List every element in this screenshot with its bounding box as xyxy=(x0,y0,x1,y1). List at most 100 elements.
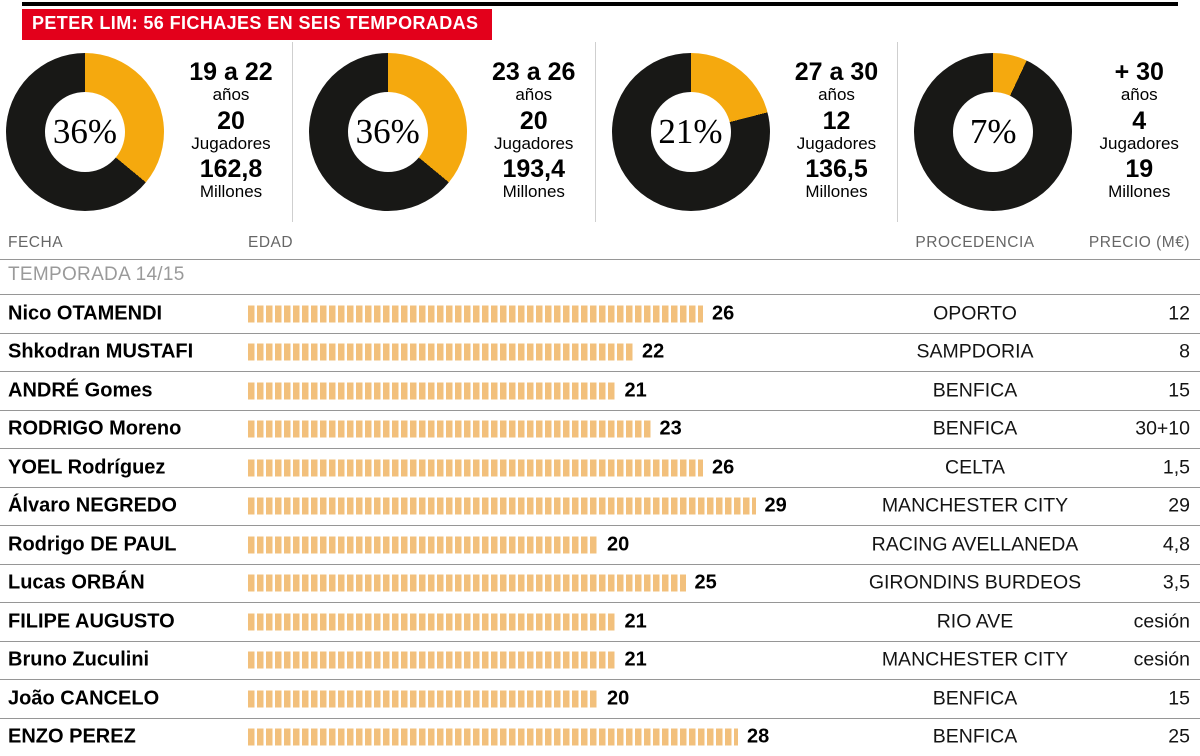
spend-unit: Millones xyxy=(199,182,263,202)
price: 8 xyxy=(1179,340,1190,363)
donut-chart: 36% xyxy=(6,53,164,211)
player-name: Shkodran MUSTAFI xyxy=(8,340,194,363)
age-range-unit: años xyxy=(1120,85,1158,105)
table-header: FECHA EDAD PROCEDENCIA PRECIO (M€) xyxy=(0,234,1200,258)
club: BENFICA xyxy=(932,379,1018,402)
donut-percent: 36% xyxy=(355,112,420,151)
club: BENFICA xyxy=(932,725,1018,748)
age-range: 23 a 26 xyxy=(492,58,576,87)
donut-group: 21% 27 a 30 años 12 Jugadores 136,5 Mill… xyxy=(594,42,898,222)
price: cesión xyxy=(1133,648,1190,671)
age-value: 28 xyxy=(747,725,770,748)
donut-chart: 21% xyxy=(611,53,770,211)
season-label: TEMPORADA 14/15 xyxy=(8,264,185,285)
spend-unit: Millones xyxy=(502,182,565,202)
donut-percent: 7% xyxy=(969,112,1017,151)
age-value: 25 xyxy=(694,571,717,594)
age-range-unit: años xyxy=(818,85,855,105)
player-name: João CANCELO xyxy=(8,687,160,710)
column-header-procedencia: PROCEDENCIA xyxy=(915,234,1035,251)
player-count-unit: Jugadores xyxy=(191,133,271,153)
donut-info: 23 a 26 años 20 Jugadores 193,4 Millones xyxy=(482,59,586,204)
table-row: Bruno Zuculini 21 MANCHESTER CITY cesión xyxy=(0,642,1200,680)
club: BENFICA xyxy=(932,417,1018,440)
donut-percent: 21% xyxy=(658,112,723,151)
price: 15 xyxy=(1168,687,1190,710)
age-bar xyxy=(248,343,633,361)
age-bar xyxy=(248,420,651,438)
price: 3,5 xyxy=(1162,571,1190,594)
spend-amount: 193,4 xyxy=(502,155,566,184)
player-name: Lucas ORBÁN xyxy=(8,571,145,594)
club: GIRONDINS BURDEOS xyxy=(868,571,1082,594)
table-row: ANDRÉ Gomes 21 BENFICA 15 xyxy=(0,372,1200,411)
age-range: 19 a 22 xyxy=(189,58,273,87)
donut-percent: 36% xyxy=(52,112,118,151)
table-row: ENZO PEREZ 28 BENFICA 25 xyxy=(0,719,1200,756)
age-bar xyxy=(248,728,738,746)
table-row: Rodrigo DE PAUL 20 RACING AVELLANEDA 4,8 xyxy=(0,526,1200,565)
player-name: YOEL Rodríguez xyxy=(8,456,166,479)
club: SAMPDORIA xyxy=(916,340,1034,363)
age-bar xyxy=(248,305,703,323)
column-header-fecha: FECHA xyxy=(8,234,64,251)
spend-amount: 136,5 xyxy=(805,155,868,184)
age-value: 22 xyxy=(642,340,665,363)
spend-amount: 162,8 xyxy=(199,155,263,184)
donut-info: 27 a 30 años 12 Jugadores 136,5 Millones xyxy=(785,59,889,204)
column-header-precio: PRECIO (M€) xyxy=(1088,234,1190,251)
donut-info: + 30 años 4 Jugadores 19 Millones xyxy=(1087,59,1191,204)
age-value: 26 xyxy=(712,456,735,479)
table-row: YOEL Rodríguez 26 CELTA 1,5 xyxy=(0,449,1200,488)
price: 25 xyxy=(1168,725,1190,748)
price: 4,8 xyxy=(1162,533,1190,556)
top-rule xyxy=(22,2,1178,6)
player-name: ENZO PEREZ xyxy=(8,725,136,748)
price: 1,5 xyxy=(1162,456,1190,479)
age-range: + 30 xyxy=(1114,58,1164,87)
age-value: 21 xyxy=(624,648,647,671)
age-bar xyxy=(248,497,756,515)
table-row: Lucas ORBÁN 25 GIRONDINS BURDEOS 3,5 xyxy=(0,565,1200,603)
player-name: FILIPE AUGUSTO xyxy=(8,610,175,633)
donut-hole: 36% xyxy=(347,92,428,172)
player-name: Álvaro NEGREDO xyxy=(8,494,177,517)
donut-group: 36% 23 a 26 años 20 Jugadores 193,4 Mill… xyxy=(291,42,595,222)
player-count: 20 xyxy=(519,106,548,135)
age-value: 21 xyxy=(624,379,647,402)
donut-section: 36% 19 a 22 años 20 Jugadores 162,8 Mill… xyxy=(0,42,1200,222)
table-row: João CANCELO 20 BENFICA 15 xyxy=(0,680,1200,719)
table-row: Nico OTAMENDI 26 OPORTO 12 xyxy=(0,295,1200,334)
club: RACING AVELLANEDA xyxy=(871,533,1079,556)
club: MANCHESTER CITY xyxy=(881,494,1069,517)
spend-unit: Millones xyxy=(805,182,868,202)
donut-group: 7% + 30 años 4 Jugadores 19 Millones xyxy=(897,42,1200,222)
age-bar xyxy=(248,536,598,554)
age-value: 26 xyxy=(712,302,735,325)
table-row: Álvaro NEGREDO 29 MANCHESTER CITY 29 xyxy=(0,488,1200,526)
age-value: 23 xyxy=(659,417,682,440)
age-value: 20 xyxy=(607,687,630,710)
donut-hole: 36% xyxy=(45,92,125,172)
club: CELTA xyxy=(945,456,1005,479)
player-name: Nico OTAMENDI xyxy=(8,302,163,325)
price: 15 xyxy=(1168,379,1190,402)
player-name: RODRIGO Moreno xyxy=(8,417,182,440)
player-count-unit: Jugadores xyxy=(1099,133,1179,153)
age-bar xyxy=(248,382,616,400)
player-count: 20 xyxy=(217,106,245,135)
age-bar xyxy=(248,574,686,592)
table-row: FILIPE AUGUSTO 21 RIO AVE cesión xyxy=(0,603,1200,642)
age-bar xyxy=(248,651,616,669)
age-value: 20 xyxy=(607,533,630,556)
club: OPORTO xyxy=(933,302,1017,325)
price: cesión xyxy=(1133,610,1190,633)
donut-hole: 7% xyxy=(953,92,1034,172)
spend-unit: Millones xyxy=(1108,182,1171,202)
table-row: RODRIGO Moreno 23 BENFICA 30+10 xyxy=(0,411,1200,449)
divider xyxy=(0,294,1200,295)
club: MANCHESTER CITY xyxy=(881,648,1069,671)
player-count-unit: Jugadores xyxy=(796,133,877,153)
donut-chart: 36% xyxy=(308,53,467,211)
